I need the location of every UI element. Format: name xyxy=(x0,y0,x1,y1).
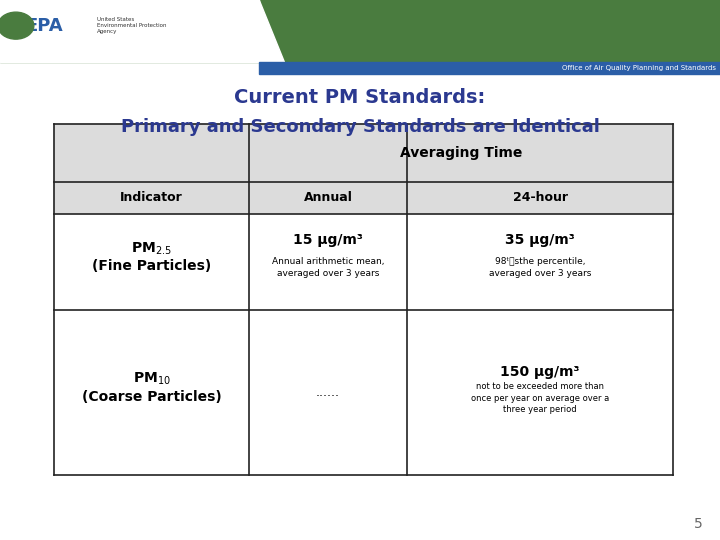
Text: not to be exceeded more than
once per year on average over a
three year period: not to be exceeded more than once per ye… xyxy=(471,382,609,414)
Text: (Fine Particles): (Fine Particles) xyxy=(92,259,211,273)
Text: Office of Air Quality Planning and Standards: Office of Air Quality Planning and Stand… xyxy=(562,65,716,71)
Text: Current PM Standards:: Current PM Standards: xyxy=(235,87,485,107)
Bar xyxy=(248,124,251,182)
Text: Primary and Secondary Standards are Identical: Primary and Secondary Standards are Iden… xyxy=(120,118,600,136)
Bar xyxy=(54,182,673,214)
Text: 35 μg/m³: 35 μg/m³ xyxy=(505,233,575,247)
Text: 98ᵗ˾sthe percentile,
averaged over 3 years: 98ᵗ˾sthe percentile, averaged over 3 yea… xyxy=(489,257,591,278)
Bar xyxy=(54,214,673,475)
Bar xyxy=(54,124,673,182)
Text: Indicator: Indicator xyxy=(120,191,183,205)
Circle shape xyxy=(0,12,34,39)
Polygon shape xyxy=(0,0,284,62)
Text: PM$_{2.5}$: PM$_{2.5}$ xyxy=(131,240,172,256)
Bar xyxy=(0,0,720,62)
Text: EPA: EPA xyxy=(25,17,63,35)
Text: (Coarse Particles): (Coarse Particles) xyxy=(81,390,221,404)
Bar xyxy=(0,0,259,62)
Text: Annual: Annual xyxy=(304,191,352,205)
Text: ......: ...... xyxy=(316,386,340,399)
Text: 24-hour: 24-hour xyxy=(513,191,567,205)
Text: Annual arithmetic mean,
averaged over 3 years: Annual arithmetic mean, averaged over 3 … xyxy=(271,257,384,278)
Bar xyxy=(259,62,720,74)
Text: 5: 5 xyxy=(694,517,703,531)
Text: United States
Environmental Protection
Agency: United States Environmental Protection A… xyxy=(97,17,167,35)
Text: PM$_{10}$: PM$_{10}$ xyxy=(132,371,171,387)
Text: Averaging Time: Averaging Time xyxy=(400,146,522,160)
Text: 150 μg/m³: 150 μg/m³ xyxy=(500,365,580,379)
Text: 15 μg/m³: 15 μg/m³ xyxy=(293,233,363,247)
